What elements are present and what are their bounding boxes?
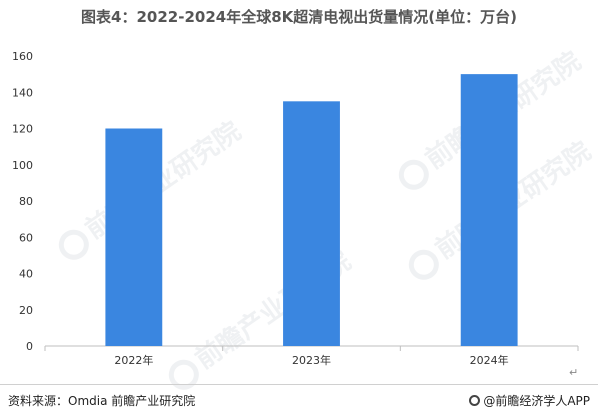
x-tick-label: 2022年 <box>114 353 153 367</box>
y-tick-label: 140 <box>12 86 33 99</box>
y-tick-label: 40 <box>19 268 33 281</box>
brand-logo-icon <box>469 395 481 406</box>
y-tick-label: 60 <box>19 231 33 244</box>
y-tick-label: 120 <box>12 123 33 136</box>
y-tick-label: 100 <box>12 159 33 172</box>
y-tick-label: 80 <box>19 195 33 208</box>
bar <box>460 74 518 346</box>
bar-chart: 0 20 40 60 80 100 120 140 160 2022年 2023年 2024年 <box>12 50 579 367</box>
chart-title: 图表4：2022-2024年全球8K超清电视出货量情况(单位：万台) <box>81 8 517 26</box>
source-note: 资料来源：Omdia 前瞻产业研究院 <box>8 394 196 408</box>
x-tick-label: 2023年 <box>292 353 331 367</box>
bar <box>283 101 340 346</box>
y-tick-label: 0 <box>26 340 33 353</box>
brand-label: @前瞻经济学人APP <box>483 394 590 408</box>
return-symbol-icon: ↵ <box>569 366 579 379</box>
y-tick-label: 20 <box>19 304 33 317</box>
x-tick-label: 2024年 <box>470 353 509 367</box>
footer-divider <box>0 384 598 385</box>
brand-credit: @前瞻经济学人APP <box>469 392 590 409</box>
y-tick-label: 160 <box>12 50 33 63</box>
bar <box>105 128 163 346</box>
